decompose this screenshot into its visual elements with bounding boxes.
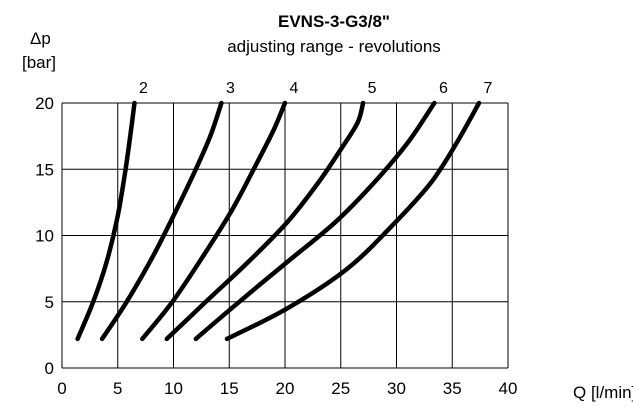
x-tick-label-3: 15 [220,379,239,398]
curve-7 [227,103,479,339]
x-axis-label: Q [l/min] [573,383,633,402]
x-tick-label-2: 10 [164,379,183,398]
chart-title: EVNS-3-G3/8" [278,12,390,31]
tick-labels: 0 5 10 15 20 25 30 35 40 0 5 10 15 20 [35,94,517,398]
y-tick-label-0: 0 [45,359,54,378]
y-axis-label-unit: [bar] [22,53,56,72]
x-tick-label-6: 30 [387,379,406,398]
curve-4 [142,103,285,339]
curve-labels: 2 3 4 5 6 7 [139,80,493,97]
x-tick-label-5: 25 [331,379,350,398]
curves [78,103,479,339]
curve-label-7: 7 [484,80,493,97]
curve-label-2: 2 [139,80,148,97]
y-tick-label-4: 20 [35,94,54,113]
x-tick-label-1: 5 [113,379,122,398]
x-tick-label-8: 40 [499,379,518,398]
x-tick-label-4: 20 [276,379,295,398]
curve-label-6: 6 [439,80,448,97]
y-tick-label-3: 15 [35,160,54,179]
curve-label-3: 3 [226,80,235,97]
chart-subtitle: adjusting range - revolutions [227,37,441,56]
x-tick-label-0: 0 [57,379,66,398]
x-tick-label-7: 35 [443,379,462,398]
y-axis-label-symbol: Δp [30,29,51,48]
y-tick-label-2: 10 [35,227,54,246]
y-tick-label-1: 5 [45,293,54,312]
curve-label-4: 4 [290,80,299,97]
curve-label-5: 5 [368,80,377,97]
